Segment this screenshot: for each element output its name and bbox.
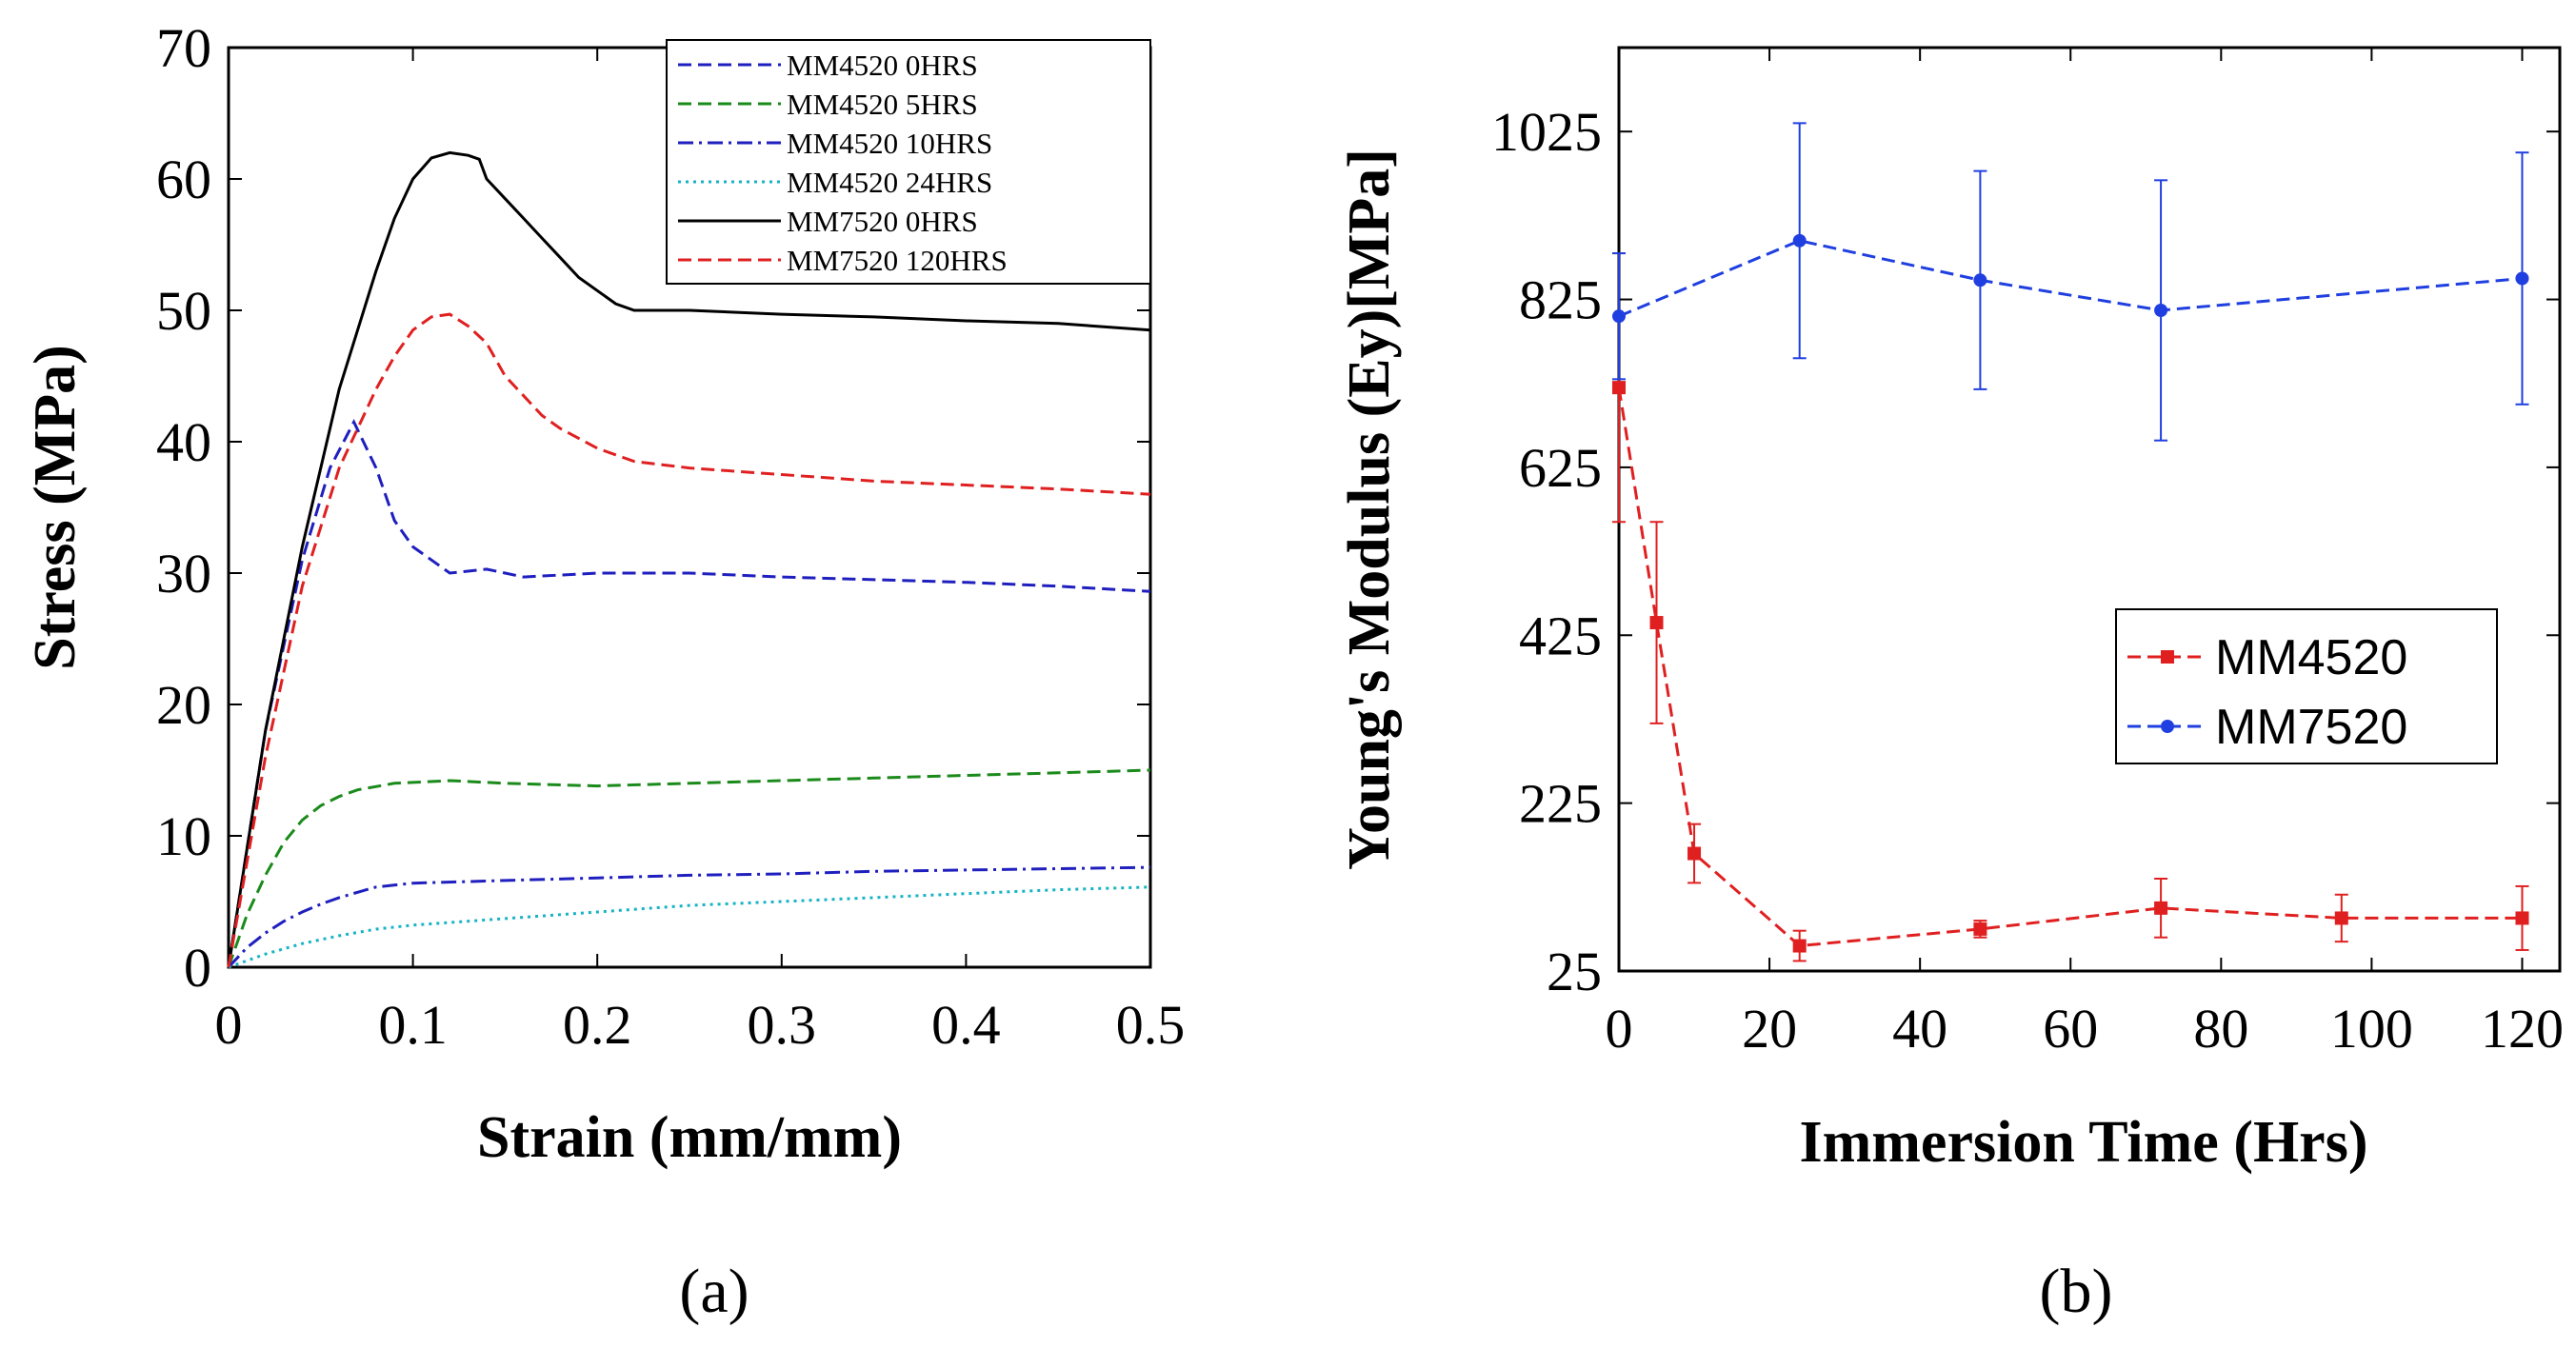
chart-a-y-tick-label: 40 xyxy=(156,411,211,473)
chart-a-y-tick-label: 20 xyxy=(156,674,211,736)
chart-a-y-tick-label: 60 xyxy=(156,149,211,210)
chart-b-point-MM7520 xyxy=(1792,233,1807,248)
chart-b-legend-label: MM7520 xyxy=(2215,700,2407,755)
chart-a-xlabel: Strain (mm/mm) xyxy=(477,1105,902,1170)
chart-a-legend-label: MM4520 10HRS xyxy=(787,127,992,160)
chart-b-series xyxy=(1612,122,2529,962)
chart-b-y-tick-label: 25 xyxy=(1547,941,1602,1002)
chart-b-series-line-2 xyxy=(1618,239,2523,318)
chart-a-panel-label: (a) xyxy=(679,1257,749,1326)
chart-a-y-tick-label: 50 xyxy=(156,280,211,342)
chart-b-y-tick-label: 625 xyxy=(1519,437,1602,499)
chart-b-y-tick-label: 225 xyxy=(1519,773,1602,835)
chart-b-legend-box xyxy=(2115,608,2498,764)
chart-b-point-MM4520 xyxy=(2154,901,2168,915)
chart-b-x-tick-label: 20 xyxy=(1742,998,1797,1060)
chart-a-series-line-4 xyxy=(228,885,1151,969)
chart-a-series-line-2 xyxy=(227,768,1151,968)
chart-a-y-tick-label: 30 xyxy=(156,543,211,605)
chart-a-x-tick-label: 0.2 xyxy=(563,994,632,1056)
chart-b-point-MM4520 xyxy=(2515,911,2529,925)
chart-a-legend-label: MM4520 24HRS xyxy=(787,166,992,199)
chart-a-legend-box xyxy=(666,39,1151,285)
chart-b-point-MM4520 xyxy=(1649,616,1664,630)
chart-b-x-tick-label: 100 xyxy=(2330,998,2413,1060)
chart-a-series xyxy=(227,150,1151,969)
chart-b-point-MM4520 xyxy=(1612,381,1626,395)
chart-b-legend-label: MM4520 xyxy=(2215,630,2407,685)
chart-b-legend: MM4520 MM7520 xyxy=(2115,608,2498,764)
chart-b-x-tick-label: 0 xyxy=(1606,998,1633,1060)
chart-b-point-MM4520 xyxy=(2334,911,2348,925)
chart-b-y-tick-label: 1025 xyxy=(1491,101,1602,163)
chart-b-x-tick-label: 40 xyxy=(1892,998,1947,1060)
chart-a-legend-label: MM4520 0HRS xyxy=(787,49,978,82)
chart-a-x-tick-label: 0.3 xyxy=(748,994,817,1056)
chart-a-y-tick-label: 10 xyxy=(156,805,211,867)
chart-a-ylabel: Stress (MPa) xyxy=(23,345,88,669)
chart-b-point-MM4520 xyxy=(1687,846,1702,861)
chart-a-series-line-3 xyxy=(227,865,1151,969)
chart-b-x-tick-label: 120 xyxy=(2481,998,2564,1060)
chart-a-y-tick-label: 0 xyxy=(184,937,211,999)
chart-b-x-tick-label: 60 xyxy=(2043,998,2098,1060)
chart-a: 0 0.1 0.2 0.3 0.4 0.5 0 10 20 30 40 50 60 70 MM4520 0… xyxy=(23,17,1185,1326)
chart-b-y-tick-label: 825 xyxy=(1519,269,1602,331)
chart-b-panel-label: (b) xyxy=(2040,1257,2113,1326)
chart-b-point-MM4520 xyxy=(1973,922,1987,936)
chart-a-ticks: 0 0.1 0.2 0.3 0.4 0.5 0 10 20 30 40 50 60 70 xyxy=(156,17,1185,1056)
chart-a-legend-label: MM7520 0HRS xyxy=(787,205,978,238)
chart-b-y-tick-label: 425 xyxy=(1519,605,1602,666)
chart-b-ticks: 0 20 40 60 80 100 120 25 225 425 625 825 1025 xyxy=(1491,48,2564,1060)
chart-a-x-tick-label: 0.4 xyxy=(931,994,1001,1056)
chart-a-legend: MM4520 0HRS MM4520 5HRS MM4520 10HRS MM4520… xyxy=(666,39,1151,285)
chart-b-series-line-1 xyxy=(1617,387,2523,948)
chart-a-series-line-6 xyxy=(227,312,1151,968)
chart-b-point-MM7520 xyxy=(2154,304,2168,318)
chart-a-series-line-1 xyxy=(227,418,1151,968)
chart-a-legend-label: MM7520 120HRS xyxy=(787,244,1008,277)
chart-b-point-MM7520 xyxy=(1973,273,1987,287)
chart-b-point-MM7520 xyxy=(1612,309,1626,324)
chart-b-point-MM7520 xyxy=(2515,271,2529,286)
chart-a-x-tick-label: 0.1 xyxy=(378,994,448,1056)
chart-a-y-tick-label: 70 xyxy=(156,17,211,79)
chart-b-xlabel: Immersion Time (Hrs) xyxy=(1800,1110,2368,1175)
chart-a-series-line-5 xyxy=(227,150,1151,968)
chart-b-x-tick-label: 80 xyxy=(2193,998,2248,1060)
chart-a-legend-label: MM4520 5HRS xyxy=(787,88,978,121)
chart-a-x-tick-label: 0 xyxy=(215,994,243,1056)
chart-a-x-tick-label: 0.5 xyxy=(1116,994,1186,1056)
chart-b-point-MM4520 xyxy=(1792,939,1807,953)
chart-b: 0 20 40 60 80 100 120 25 225 425 625 825 1025 MM4520… xyxy=(1337,46,2564,1326)
chart-b-plot-frame xyxy=(1617,46,2562,973)
chart-b-legend-marker xyxy=(2161,720,2174,733)
chart-b-ylabel: Young's Modulus (Ey)[MPa] xyxy=(1337,149,1402,870)
chart-b-legend-marker xyxy=(2161,650,2174,664)
